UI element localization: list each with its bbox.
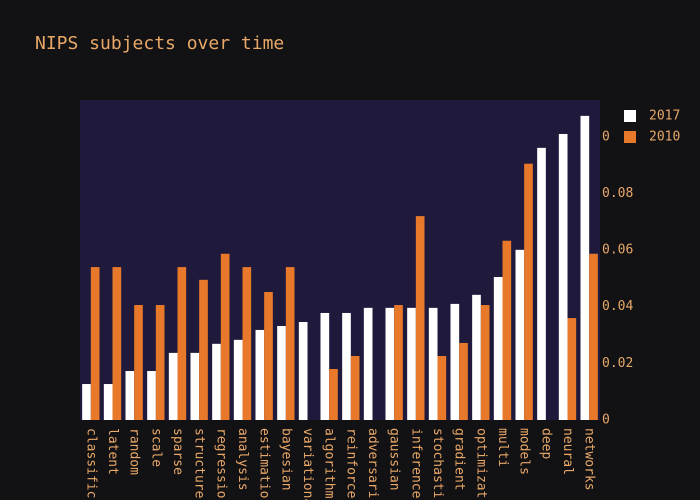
bar bbox=[385, 307, 395, 420]
y-tick-label: 0.08 bbox=[602, 186, 633, 201]
bar bbox=[190, 352, 200, 420]
x-tick-label: estimatio bbox=[257, 428, 272, 498]
plot-area bbox=[80, 100, 600, 420]
x-tick-label: gaussian bbox=[387, 428, 402, 491]
bar bbox=[320, 312, 330, 420]
bar bbox=[277, 325, 286, 420]
x-tick-label: analysis bbox=[235, 428, 250, 491]
x-tick-label: multi bbox=[495, 428, 510, 467]
bar bbox=[255, 329, 265, 420]
x-tick-label: structure bbox=[192, 428, 207, 499]
y-tick-label: 0.02 bbox=[602, 356, 633, 371]
x-tick-label: stochasti bbox=[430, 428, 445, 498]
x-tick-label: random bbox=[127, 428, 142, 475]
bar bbox=[350, 356, 360, 420]
bar bbox=[112, 267, 122, 420]
bar bbox=[329, 369, 338, 420]
bar bbox=[480, 305, 490, 420]
bar bbox=[125, 371, 135, 420]
bar bbox=[502, 240, 512, 420]
legend-label: 2017 bbox=[649, 109, 680, 124]
x-tick-label: adversari bbox=[365, 428, 380, 498]
legend-swatch bbox=[624, 110, 636, 122]
bar bbox=[82, 384, 91, 420]
bar bbox=[155, 305, 165, 420]
bar bbox=[298, 322, 308, 420]
bar bbox=[147, 371, 156, 420]
y-tick-label: 0.06 bbox=[602, 243, 633, 258]
bar bbox=[428, 307, 438, 420]
x-tick-label: gradient bbox=[452, 428, 467, 491]
legend-label: 2010 bbox=[649, 130, 680, 145]
bar bbox=[567, 318, 577, 420]
bar bbox=[103, 384, 113, 420]
bar bbox=[450, 303, 460, 420]
x-tick-label: neural bbox=[560, 428, 575, 475]
y-tick-label: 0 bbox=[602, 129, 610, 144]
bar bbox=[199, 279, 208, 420]
x-tick-label: algorithm bbox=[322, 428, 337, 499]
y-tick-label: 0 bbox=[602, 413, 610, 428]
bar bbox=[394, 305, 403, 420]
x-tick-label: optimizat bbox=[473, 428, 488, 498]
bar bbox=[220, 253, 230, 420]
y-tick-label: 0.04 bbox=[602, 299, 633, 314]
x-tick-label: inference bbox=[408, 428, 423, 499]
chart-title: NIPS subjects over time bbox=[35, 33, 284, 54]
bar bbox=[437, 356, 447, 420]
x-tick-label: latent bbox=[105, 428, 120, 475]
bar bbox=[134, 305, 143, 420]
bar bbox=[515, 249, 525, 420]
bar bbox=[285, 267, 295, 420]
bar bbox=[493, 276, 503, 420]
bar bbox=[589, 253, 598, 420]
bar bbox=[342, 312, 351, 420]
x-tick-label: bayesian bbox=[278, 428, 293, 491]
x-tick-label: deep bbox=[538, 428, 553, 459]
bar bbox=[90, 267, 100, 420]
bar bbox=[242, 267, 252, 420]
bar bbox=[558, 133, 568, 420]
bar bbox=[233, 339, 243, 420]
bar bbox=[212, 343, 221, 420]
x-tick-label: networks bbox=[582, 428, 597, 491]
bar bbox=[168, 352, 178, 420]
x-tick-label: classific bbox=[83, 428, 98, 498]
bar bbox=[363, 307, 373, 420]
x-tick-label: reinforce bbox=[343, 428, 358, 499]
bar bbox=[177, 267, 187, 420]
x-tick-label: sparse bbox=[170, 428, 185, 475]
bar bbox=[580, 115, 590, 421]
bar bbox=[472, 294, 481, 420]
bar bbox=[537, 147, 546, 421]
bar bbox=[459, 342, 468, 420]
legend-swatch bbox=[624, 131, 636, 143]
x-tick-label: scale bbox=[148, 428, 163, 467]
x-tick-label: models bbox=[517, 428, 532, 475]
x-tick-label: variationa bbox=[300, 428, 315, 500]
bar bbox=[415, 216, 425, 420]
x-tick-label: regressio bbox=[213, 428, 228, 498]
bar bbox=[264, 292, 273, 420]
bar bbox=[524, 163, 533, 421]
bar bbox=[407, 307, 416, 420]
